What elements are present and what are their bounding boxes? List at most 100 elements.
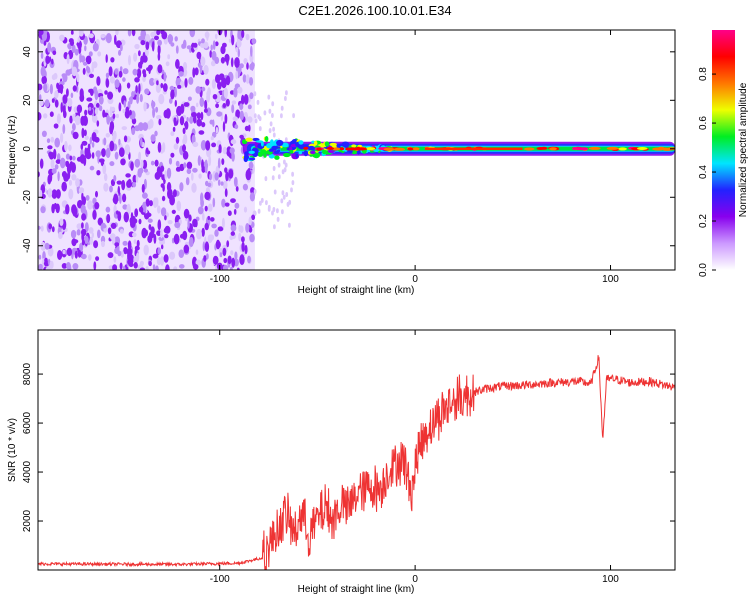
band-speck bbox=[351, 144, 357, 148]
noise-speck bbox=[222, 146, 227, 155]
noise-speck bbox=[80, 143, 84, 150]
noise-speck bbox=[151, 41, 155, 52]
noise-speck bbox=[91, 114, 98, 123]
noise-speck bbox=[126, 203, 131, 215]
noise-speck bbox=[247, 116, 253, 123]
noise-speck bbox=[224, 30, 227, 38]
noise-speck bbox=[93, 240, 99, 249]
noise-speck bbox=[291, 180, 295, 186]
noise-speck bbox=[182, 127, 186, 134]
noise-speck bbox=[74, 115, 81, 126]
noise-speck bbox=[175, 59, 180, 69]
snr-x-ticks: -100 0 100 bbox=[210, 330, 619, 585]
noise-speck bbox=[135, 173, 139, 183]
noise-speck bbox=[136, 94, 140, 104]
noise-speck bbox=[156, 30, 161, 36]
noise-speck bbox=[253, 91, 257, 97]
noise-speck bbox=[133, 262, 138, 269]
noise-speck bbox=[111, 234, 116, 246]
noise-speck bbox=[235, 186, 239, 192]
noise-speck bbox=[51, 74, 57, 81]
noise-speck bbox=[67, 97, 73, 107]
noise-speck bbox=[157, 44, 161, 55]
noise-speck bbox=[211, 50, 217, 61]
noise-speck bbox=[78, 187, 85, 194]
noise-speck bbox=[167, 220, 173, 225]
y-tick-label: 0 bbox=[22, 146, 33, 152]
noise-speck bbox=[121, 179, 126, 191]
noise-speck bbox=[221, 217, 225, 229]
band-peak bbox=[407, 147, 414, 151]
noise-speck bbox=[133, 52, 138, 62]
snr-y-label: SNR (10 * v/v) bbox=[7, 418, 18, 482]
noise-speck bbox=[109, 140, 115, 152]
noise-speck bbox=[65, 204, 70, 215]
noise-speck bbox=[89, 165, 95, 171]
noise-speck bbox=[95, 190, 98, 198]
noise-speck bbox=[120, 158, 126, 166]
noise-speck bbox=[44, 242, 50, 250]
noise-speck bbox=[164, 215, 167, 221]
noise-speck bbox=[245, 169, 252, 181]
noise-speck bbox=[223, 87, 228, 99]
noise-speck bbox=[41, 75, 47, 85]
noise-speck bbox=[128, 97, 133, 102]
noise-speck bbox=[136, 239, 140, 248]
noise-speck bbox=[257, 208, 261, 214]
noise-speck bbox=[183, 133, 188, 145]
noise-speck bbox=[292, 113, 295, 119]
noise-speck bbox=[257, 114, 261, 120]
noise-speck bbox=[118, 102, 122, 112]
y-tick-label: 2000 bbox=[22, 509, 33, 532]
noise-speck bbox=[39, 99, 44, 107]
noise-speck bbox=[209, 173, 213, 181]
noise-speck bbox=[280, 198, 284, 204]
noise-speck bbox=[106, 213, 111, 224]
band-peak bbox=[339, 147, 345, 151]
spectrogram-frame bbox=[37, 29, 676, 271]
band-peak bbox=[393, 147, 406, 151]
noise-speck bbox=[227, 255, 232, 265]
noise-speck bbox=[116, 180, 123, 185]
noise-speck bbox=[160, 256, 165, 266]
noise-speck bbox=[131, 30, 136, 37]
noise-speck bbox=[88, 51, 93, 57]
noise-speck bbox=[186, 45, 192, 50]
noise-speck bbox=[182, 150, 189, 160]
noise-speck bbox=[149, 77, 155, 86]
noise-speck bbox=[276, 208, 279, 214]
noise-speck bbox=[195, 259, 202, 266]
noise-speck bbox=[114, 151, 119, 160]
noise-speck bbox=[183, 244, 190, 254]
noise-speck bbox=[127, 240, 132, 250]
noise-speck bbox=[195, 86, 201, 94]
noise-speck bbox=[130, 110, 136, 120]
noise-speck bbox=[160, 229, 163, 239]
noise-speck bbox=[141, 183, 145, 193]
noise-speck bbox=[260, 197, 264, 203]
noise-speck bbox=[268, 128, 272, 134]
band-peak bbox=[549, 147, 557, 151]
snr-frame bbox=[37, 329, 676, 571]
noise-speck bbox=[234, 124, 239, 130]
noise-speck bbox=[273, 189, 277, 195]
noise-speck bbox=[149, 200, 153, 207]
noise-speck bbox=[134, 43, 140, 50]
noise-speck bbox=[142, 192, 148, 199]
noise-speck bbox=[173, 266, 178, 270]
noise-speck bbox=[246, 62, 249, 70]
noise-speck bbox=[193, 42, 198, 48]
noise-speck bbox=[224, 113, 228, 124]
colorbar: 0.0 0.2 0.4 0.6 0.8 Normalized spectral ampl… bbox=[698, 30, 749, 277]
noise-speck bbox=[61, 263, 68, 269]
noise-speck bbox=[57, 171, 60, 182]
noise-speck bbox=[218, 144, 222, 154]
noise-speck bbox=[167, 34, 174, 44]
spectrogram-y-label: Frequency (Hz) bbox=[7, 116, 18, 185]
noise-speck bbox=[70, 30, 74, 35]
y-tick-label: 20 bbox=[22, 94, 33, 106]
noise-speck bbox=[188, 76, 194, 85]
noise-speck bbox=[245, 33, 250, 41]
noise-speck bbox=[174, 86, 177, 98]
noise-speck bbox=[230, 57, 234, 68]
